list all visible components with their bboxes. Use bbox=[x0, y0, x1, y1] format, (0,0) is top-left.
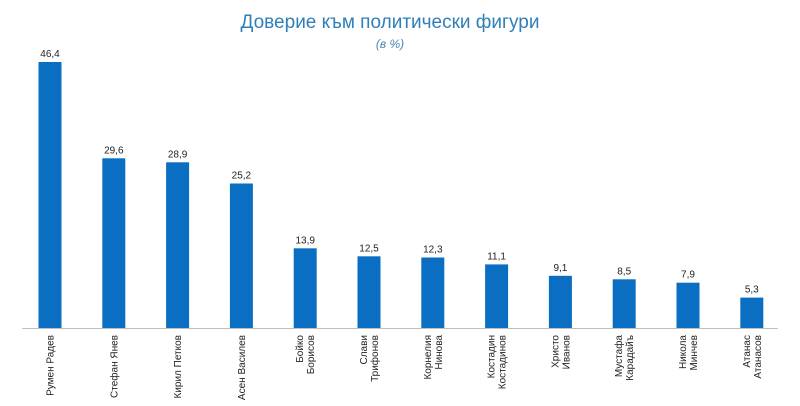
category-label-11: НиколаМинчев bbox=[678, 335, 700, 371]
value-label-3: 28,9 bbox=[168, 149, 188, 160]
bar-4 bbox=[229, 183, 253, 328]
category-label-12: АтанасАтанасов bbox=[742, 335, 764, 379]
bar-9 bbox=[548, 275, 572, 328]
category-label-9: ХристоИванов bbox=[550, 335, 572, 370]
bars-group bbox=[38, 62, 764, 328]
category-label-4: Асен Василев bbox=[237, 335, 248, 400]
value-label-7: 12,3 bbox=[423, 245, 443, 256]
chart-subtitle: (в %) bbox=[376, 37, 404, 51]
category-labels-group: Румен Радев Стефан Янев Кирил Петков Асен В… bbox=[46, 335, 764, 400]
category-label-6: СлавиТрифонов bbox=[359, 335, 381, 382]
category-label-5: БойкоБорисов bbox=[295, 335, 317, 375]
value-label-8: 11,1 bbox=[487, 251, 506, 262]
value-labels-group: 46,4 29,6 28,9 25,2 13,9 12,5 12,3 11,1 9,1 8,5 7,… bbox=[40, 49, 759, 296]
category-label-2: Стефан Янев bbox=[108, 335, 120, 398]
value-label-9: 9,1 bbox=[553, 263, 567, 274]
value-label-1: 46,4 bbox=[40, 49, 60, 60]
bar-3 bbox=[166, 162, 190, 328]
category-label-8: КостадинКостадинов bbox=[487, 335, 509, 389]
value-label-10: 8,5 bbox=[617, 266, 631, 277]
category-label-10: МустафаКарадайъ bbox=[613, 335, 636, 381]
bar-10 bbox=[612, 279, 636, 328]
bar-8 bbox=[485, 264, 509, 328]
value-label-6: 12,5 bbox=[359, 243, 379, 254]
category-label-1: Румен Радев bbox=[46, 335, 57, 396]
chart-title: Доверие към политически фигури bbox=[241, 12, 540, 33]
value-label-2: 29,6 bbox=[104, 145, 124, 156]
bar-2 bbox=[102, 158, 126, 328]
value-label-12: 5,3 bbox=[745, 285, 759, 296]
bar-7 bbox=[421, 257, 445, 328]
bar-5 bbox=[293, 248, 317, 328]
bar-1 bbox=[38, 62, 62, 328]
value-label-5: 13,9 bbox=[295, 235, 315, 246]
bar-6 bbox=[357, 256, 381, 328]
bar-11 bbox=[676, 282, 700, 328]
value-label-11: 7,9 bbox=[681, 270, 695, 281]
category-label-3: Кирил Петков bbox=[173, 335, 184, 399]
category-label-7: КорнелияНинова bbox=[423, 335, 445, 380]
value-label-4: 25,2 bbox=[232, 171, 252, 182]
bar-12 bbox=[740, 297, 764, 328]
